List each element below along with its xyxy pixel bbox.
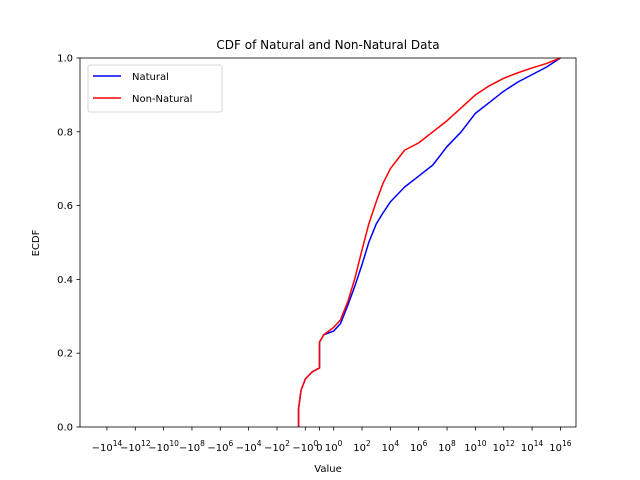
x-tick-label: −104 (236, 439, 262, 454)
axes-frame (79, 57, 577, 428)
x-tick-exponent: 12 (505, 439, 515, 448)
x-tick-exponent: 10 (169, 439, 179, 448)
x-tick-label: 108 (438, 439, 456, 454)
plot-area (297, 57, 561, 427)
x-tick-label: 104 (382, 439, 400, 454)
x-tick-base: 10 (325, 443, 338, 454)
x-tick-exponent: 14 (534, 439, 544, 448)
x-tick-label: −108 (179, 439, 205, 454)
x-tick-base: 10 (410, 443, 423, 454)
x-tick-label: 1014 (521, 439, 544, 454)
x-tick-base: 10 (493, 443, 506, 454)
x-tick-base: −10 (292, 443, 313, 454)
x-tick-base: 10 (464, 443, 477, 454)
x-tick-base: 0 (316, 443, 322, 454)
x-tick-exponent: 8 (200, 439, 205, 448)
x-tick-base: −10 (179, 443, 200, 454)
x-tick-base: 10 (353, 443, 366, 454)
x-tick-base: 10 (521, 443, 534, 454)
x-tick-base: 10 (382, 443, 395, 454)
y-tick-label: 0.4 (57, 275, 73, 286)
x-tick-exponent: 14 (113, 439, 123, 448)
y-tick-label: 0.0 (57, 423, 73, 434)
x-tick-exponent: 0 (338, 439, 343, 448)
y-tick-label: 0.6 (57, 201, 73, 212)
x-tick-label: 1010 (464, 439, 487, 454)
x-tick-base: 10 (438, 443, 451, 454)
x-tick-exponent: 2 (366, 439, 371, 448)
x-tick-exponent: 4 (394, 439, 399, 448)
chart-title: CDF of Natural and Non-Natural Data (216, 38, 439, 52)
x-tick-exponent: 6 (423, 439, 428, 448)
x-tick-base: 10 (549, 443, 562, 454)
x-tick-label: 1016 (549, 439, 572, 454)
legend-label: Natural (132, 72, 169, 83)
x-tick-base: −10 (148, 443, 169, 454)
x-tick-label: 1012 (493, 439, 516, 454)
x-tick-exponent: 12 (141, 439, 151, 448)
x-tick-label: −106 (207, 439, 233, 454)
x-tick-exponent: 0 (313, 439, 318, 448)
x-tick-label: 102 (353, 439, 371, 454)
y-tick-label: 0.2 (57, 349, 73, 360)
series-line-non-natural (297, 57, 561, 427)
x-tick-exponent: 2 (285, 439, 290, 448)
x-tick-base: −10 (236, 443, 257, 454)
x-tick-exponent: 6 (228, 439, 233, 448)
x-tick-label: −100 (292, 439, 318, 454)
legend-label: Non-Natural (132, 94, 192, 105)
x-tick-label: 100 (325, 439, 343, 454)
y-tick-label: 0.8 (57, 127, 73, 138)
x-tick-base: −10 (92, 443, 113, 454)
x-tick-label: −1012 (120, 439, 151, 454)
legend-box (87, 64, 223, 113)
x-tick-exponent: 16 (562, 439, 572, 448)
legend: Natural Non-Natural (87, 64, 223, 113)
x-tick-label: −1014 (92, 439, 123, 454)
x-tick-label: −102 (264, 439, 290, 454)
x-tick-base: −10 (264, 443, 285, 454)
y-tick-label: 1.0 (57, 54, 73, 65)
x-tick-base: −10 (120, 443, 141, 454)
x-tick-base: −10 (207, 443, 228, 454)
x-tick-label: 106 (410, 439, 428, 454)
x-tick-label: 0 (316, 443, 322, 454)
x-tick-label: −1010 (148, 439, 179, 454)
x-tick-exponent: 10 (477, 439, 487, 448)
y-axis-label: ECDF (31, 229, 42, 256)
x-axis-label: Value (314, 464, 341, 475)
x-tick-exponent: 8 (451, 439, 456, 448)
x-tick-exponent: 4 (257, 439, 262, 448)
